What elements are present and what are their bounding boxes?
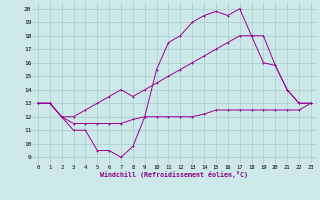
X-axis label: Windchill (Refroidissement éolien,°C): Windchill (Refroidissement éolien,°C) [100, 171, 248, 178]
